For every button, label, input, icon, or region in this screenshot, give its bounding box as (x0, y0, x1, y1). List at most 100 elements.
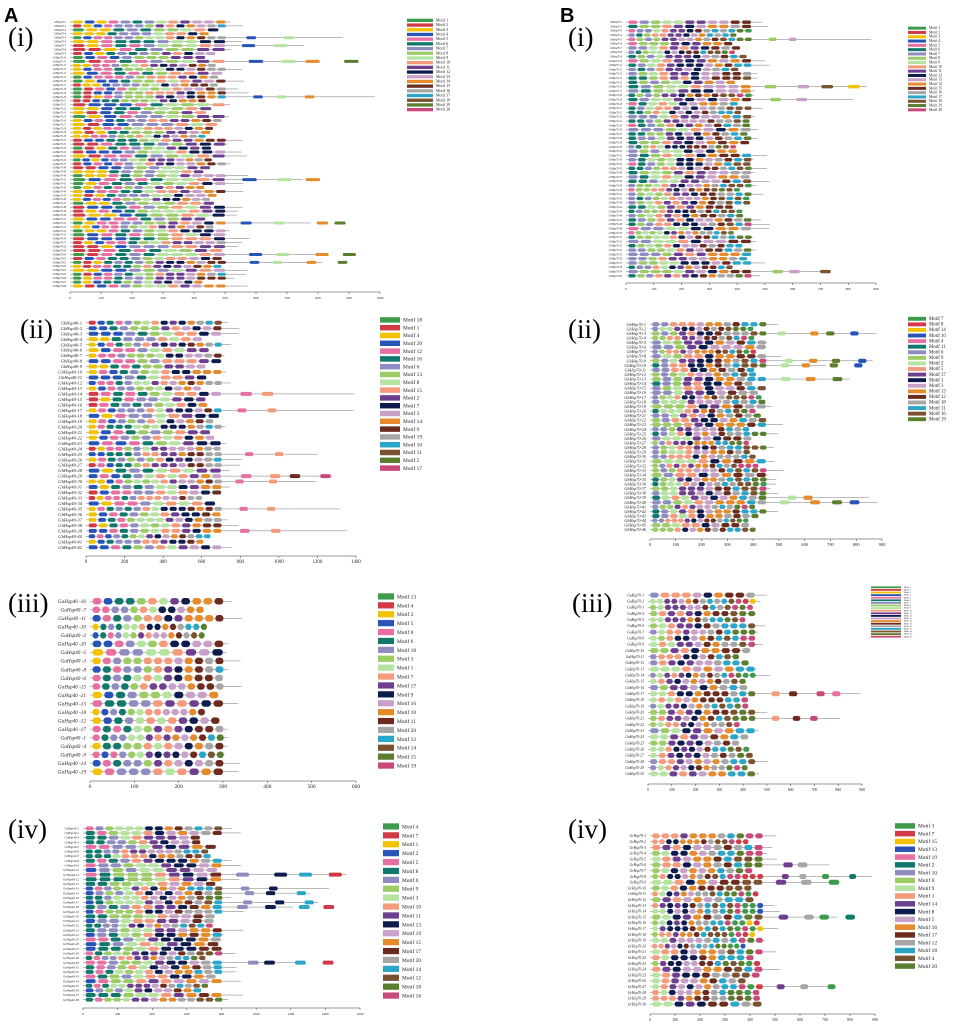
motif-box (704, 518, 710, 523)
motif-box (676, 205, 685, 209)
motif-box (73, 253, 85, 256)
motif-box (674, 504, 681, 509)
motif-box (745, 29, 752, 33)
motif-box (148, 119, 157, 122)
motif-box (140, 528, 149, 533)
motif-box (681, 746, 688, 752)
motif-box (111, 166, 122, 170)
motif-box (685, 196, 693, 201)
motif-box (97, 55, 108, 59)
motif-box (205, 463, 213, 468)
motif-box (740, 734, 749, 740)
motif-box (130, 370, 139, 375)
motif-box (164, 674, 173, 682)
motif-box (700, 598, 706, 604)
motif-box (757, 340, 766, 345)
motif-box (702, 752, 710, 758)
motif-box (678, 672, 685, 678)
axis-tick-label: 600 (788, 788, 794, 792)
motif-box (739, 709, 747, 715)
motif-box (637, 106, 645, 110)
motif-box (130, 683, 139, 690)
motif-box (628, 84, 639, 89)
motif-box (703, 239, 714, 244)
motif-box (194, 28, 205, 32)
motif-box (659, 440, 665, 446)
legend-swatch (380, 371, 400, 378)
motif-box (138, 201, 149, 205)
gene-label: GhHsp70-34 (609, 163, 623, 166)
motif-box (710, 477, 717, 482)
motif-box (166, 154, 179, 158)
motif-box (154, 126, 163, 130)
motif-box (117, 138, 127, 142)
motif-box (682, 213, 690, 218)
motif-box (735, 106, 743, 110)
motif-box (647, 158, 656, 162)
motif-box (728, 166, 735, 171)
motif-box (172, 649, 183, 656)
gene-label: GhHsp70-59 (53, 249, 67, 252)
gene-label: GhHsp40-36 (58, 512, 82, 517)
motif-box (709, 604, 716, 610)
motif-box (143, 725, 152, 733)
motif-box (136, 517, 145, 522)
motif-box (682, 106, 690, 110)
motif-box (700, 495, 709, 500)
motif-box (138, 844, 150, 849)
motif-box (723, 660, 731, 666)
motif-box (673, 24, 683, 29)
motif-box (196, 895, 204, 900)
motif-box (135, 91, 144, 95)
motif-box (127, 708, 135, 716)
motif-box (142, 441, 154, 446)
gene-label: GhHsp70-25 (609, 124, 623, 127)
motif-box (85, 895, 93, 900)
motif-box (99, 872, 111, 877)
motif-box (698, 459, 708, 464)
motif-box (718, 196, 725, 201)
motif-box (113, 674, 122, 682)
gene-label: GaHsp70-25 (625, 741, 644, 745)
motif-box (658, 629, 665, 635)
motif-box (305, 178, 321, 182)
motif-box (111, 474, 120, 479)
motif-box (153, 700, 163, 707)
motif-box (725, 205, 733, 209)
motif-box (151, 320, 159, 325)
motif-box (199, 75, 208, 79)
motif-box (155, 830, 165, 835)
gene-label: GhHsp40-28 (58, 468, 82, 473)
motif-box (691, 115, 700, 119)
motif-box (204, 229, 214, 233)
motif-box (741, 660, 749, 666)
motif-box (704, 386, 714, 391)
motif-box (149, 683, 158, 690)
motif-box (216, 683, 224, 690)
motif-box (663, 201, 671, 205)
motif-box (115, 233, 127, 237)
motif-box (189, 700, 199, 707)
motif-box (701, 76, 710, 80)
motif-box (718, 427, 725, 432)
motif-box (155, 909, 163, 914)
motif-box (628, 265, 635, 269)
motif-box (638, 158, 646, 162)
motif-box (115, 342, 123, 347)
motif-box (143, 233, 155, 237)
motif-box (88, 474, 98, 479)
motif-box (115, 237, 127, 241)
motif-box (102, 683, 110, 690)
motif-box (685, 641, 693, 647)
motif-box (128, 840, 137, 845)
motif-box (701, 349, 707, 354)
motif-box (160, 937, 171, 942)
motif-box (722, 839, 728, 845)
gene-label: GhHsp70-42 (609, 197, 623, 200)
motif-box (199, 233, 211, 237)
motif-box (658, 256, 667, 261)
motif-box (102, 441, 113, 446)
motif-box (652, 413, 660, 418)
motif-box (216, 751, 224, 758)
motif-box (105, 119, 114, 122)
